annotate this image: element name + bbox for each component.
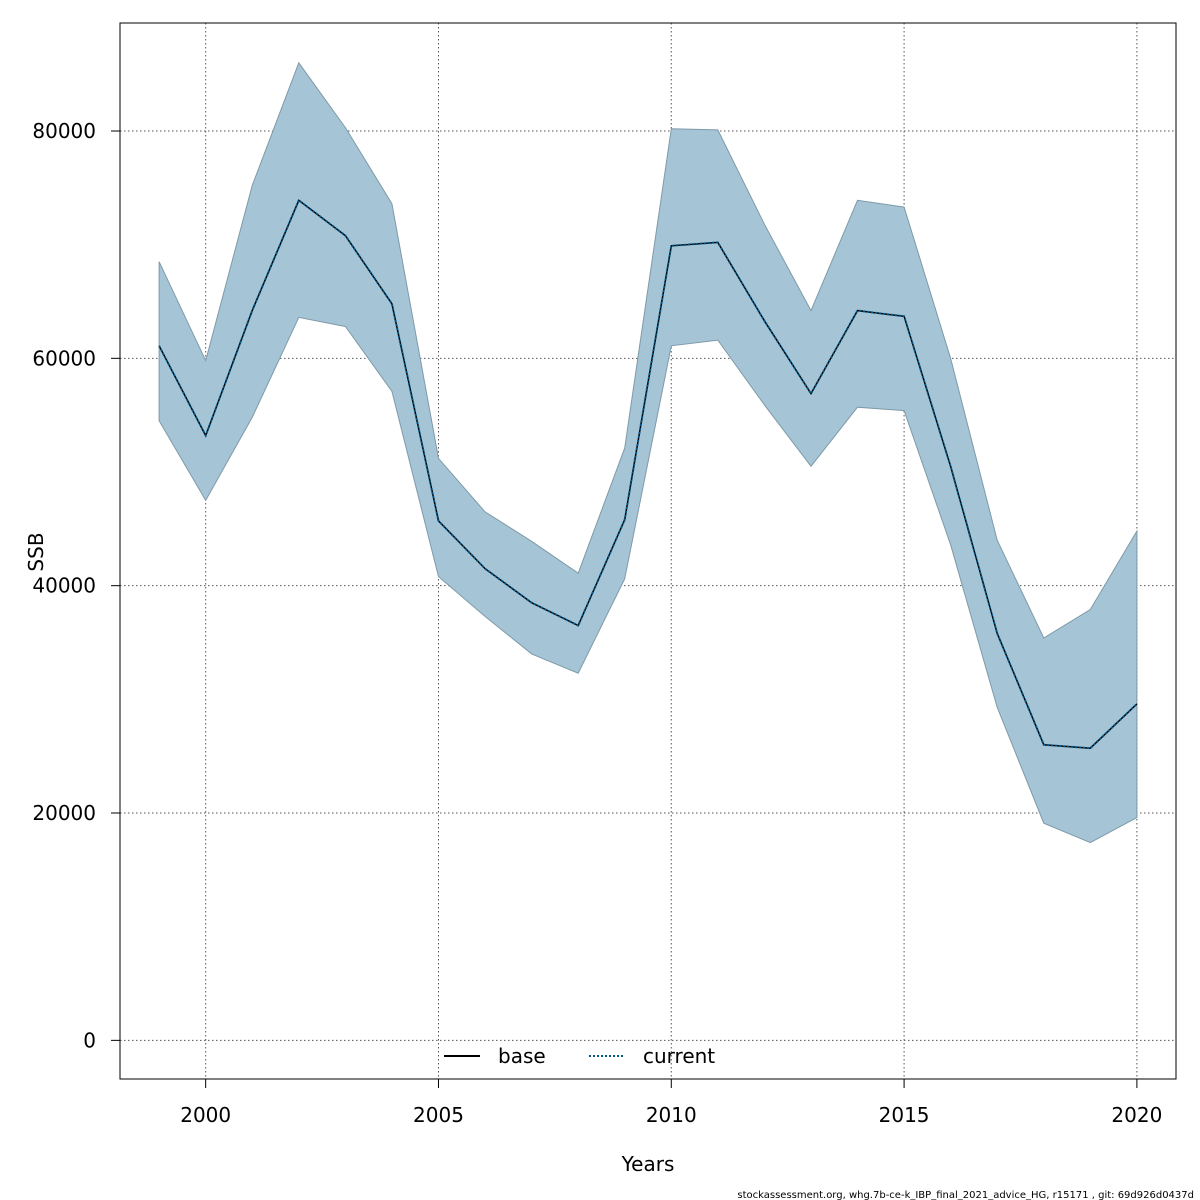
y-tick-label-20000: 20000 — [32, 801, 96, 825]
y-axis-title: SSB — [24, 532, 48, 571]
legend-label-base: base — [498, 1044, 546, 1068]
series-line-current — [158, 198, 1138, 750]
x-tick-label-2010: 2010 — [646, 1103, 697, 1127]
confidence-band-layer — [158, 61, 1138, 844]
y-tick-label-40000: 40000 — [32, 574, 96, 598]
y-tick-label-0: 0 — [83, 1028, 96, 1052]
series-lines — [158, 198, 1138, 750]
x-tick-label-2005: 2005 — [413, 1103, 464, 1127]
y-tick-label-80000: 80000 — [32, 119, 96, 143]
legend-label-current: current — [643, 1044, 715, 1068]
y-tick-label-60000: 60000 — [32, 346, 96, 370]
confidence-band — [158, 61, 1138, 844]
x-tick-label-2020: 2020 — [1111, 1103, 1162, 1127]
y-axis-ticks: 0 20000 40000 60000 80000 — [32, 119, 120, 1052]
x-tick-label-2015: 2015 — [879, 1103, 930, 1127]
legend: base current — [444, 1044, 715, 1068]
x-tick-label-2000: 2000 — [180, 1103, 231, 1127]
footer-credit: stockassessment.org, whg.7b-ce-k_IBP_fin… — [737, 1190, 1194, 1200]
x-axis-ticks: 2000 2005 2010 2015 2020 — [180, 1079, 1162, 1127]
x-axis-title: Years — [621, 1152, 675, 1176]
plot-frame — [119, 22, 1177, 1080]
